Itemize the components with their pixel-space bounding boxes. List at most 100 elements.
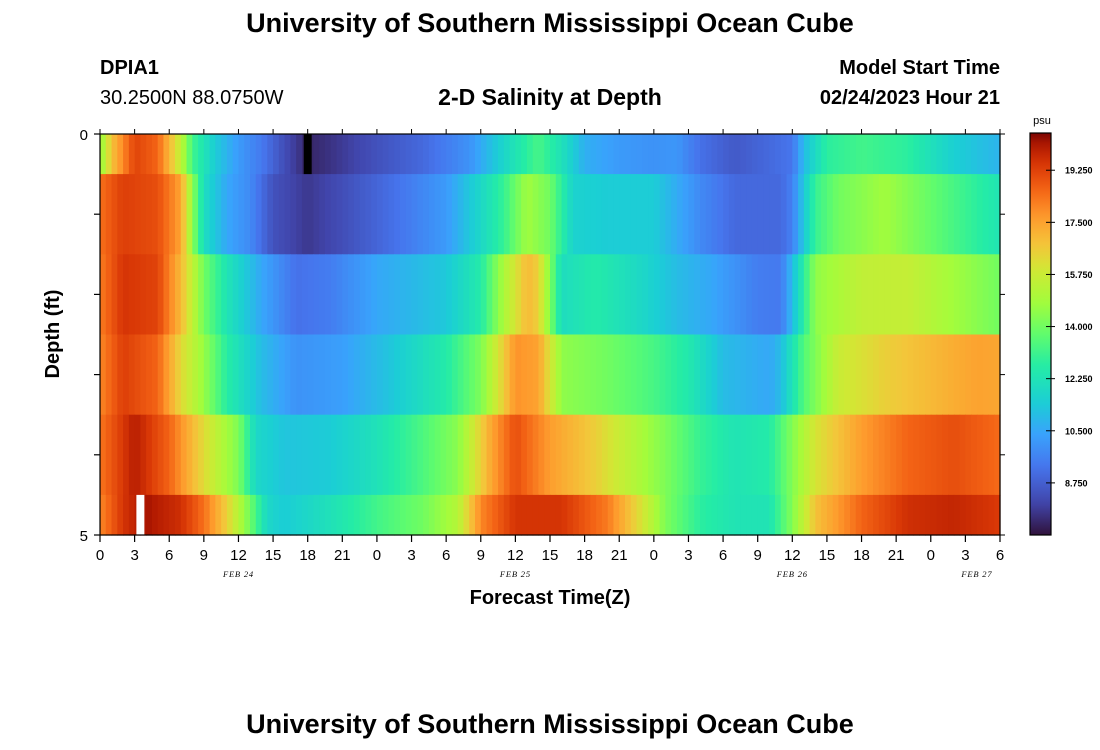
x-tick-label: 12 <box>784 547 801 564</box>
heatmap-cell <box>867 254 874 336</box>
heatmap-cell <box>457 494 465 536</box>
heatmap-cell <box>578 414 586 496</box>
heatmap-cell <box>117 494 124 536</box>
heatmap-cell <box>925 494 932 536</box>
heatmap-cell <box>123 134 130 175</box>
heatmap-cell <box>123 494 130 536</box>
heatmap-cell <box>971 334 978 416</box>
heatmap-cell <box>561 334 568 416</box>
heatmap-cell <box>186 254 193 336</box>
heatmap-cell <box>198 494 205 536</box>
heatmap-cell <box>596 254 603 336</box>
heatmap-cell <box>740 174 747 255</box>
x-tick-label: 9 <box>754 547 762 564</box>
heatmap-cell <box>128 414 136 496</box>
heatmap-cell <box>526 174 534 255</box>
heatmap-cell <box>255 334 263 416</box>
heatmap-cell <box>105 494 113 536</box>
heatmap-cell <box>532 414 540 496</box>
heatmap-cell <box>503 494 511 536</box>
heatmap-cell <box>463 174 470 255</box>
heatmap-cell <box>365 134 372 175</box>
heatmap-cell <box>348 174 355 255</box>
heatmap-cell <box>590 134 597 175</box>
heatmap-cell <box>175 494 182 536</box>
heatmap-cell <box>203 174 211 255</box>
heatmap-cell <box>838 494 845 536</box>
heatmap-cell <box>578 134 586 175</box>
heatmap-cell <box>648 254 655 336</box>
heatmap-cell <box>509 414 516 496</box>
heatmap-cell <box>111 134 118 175</box>
heatmap-cell <box>175 334 182 416</box>
plot-title: 2-D Salinity at Depth <box>438 84 662 110</box>
heatmap-cell <box>111 334 118 416</box>
heatmap-cell <box>238 134 245 175</box>
heatmap-cell <box>717 134 724 175</box>
heatmap-cell <box>925 334 932 416</box>
heatmap-cell <box>561 414 568 496</box>
heatmap-cell <box>573 134 580 175</box>
heatmap-cell <box>913 254 920 336</box>
heatmap-cell <box>428 254 436 336</box>
heatmap-cell <box>896 414 903 496</box>
heatmap-cell <box>907 334 915 416</box>
heatmap-cell <box>123 174 130 255</box>
heatmap-cell <box>405 414 413 496</box>
heatmap-cell <box>163 334 170 416</box>
heatmap-cell <box>342 414 349 496</box>
heatmap-cell <box>792 174 799 255</box>
heatmap-cell <box>480 134 488 175</box>
heatmap-cell <box>763 174 770 255</box>
heatmap-cell <box>855 334 863 416</box>
heatmap-cell <box>134 414 141 496</box>
heatmap-cell <box>757 134 765 175</box>
heatmap-cell <box>953 174 961 255</box>
heatmap-cell <box>261 414 268 496</box>
heatmap-cell <box>388 334 395 416</box>
heatmap-cell <box>769 494 776 536</box>
heatmap-cell <box>948 414 955 496</box>
heatmap-cell <box>169 134 176 175</box>
heatmap-cell <box>261 254 268 336</box>
heatmap-cell <box>786 254 793 336</box>
heatmap-cell <box>630 494 638 536</box>
heatmap-cell <box>226 254 234 336</box>
heatmap-cell <box>469 134 476 175</box>
heatmap-cell <box>630 134 638 175</box>
heatmap-cell <box>798 414 805 496</box>
heatmap-cell <box>948 254 955 336</box>
heatmap-cell <box>284 134 291 175</box>
heatmap-cell <box>994 494 1001 536</box>
heatmap-cell <box>584 174 591 255</box>
heatmap-cell <box>971 134 978 175</box>
heatmap-cell <box>930 494 938 536</box>
heatmap-cell <box>192 134 199 175</box>
heatmap-cell <box>688 174 695 255</box>
heatmap-cell <box>930 254 938 336</box>
heatmap-cell <box>850 254 857 336</box>
heatmap-cell <box>953 134 961 175</box>
heatmap-cell <box>538 254 545 336</box>
heatmap-cell <box>319 134 326 175</box>
heatmap-cell <box>440 494 447 536</box>
heatmap-cell <box>301 174 309 255</box>
heatmap-cell <box>359 334 366 416</box>
heatmap-cell <box>705 174 713 255</box>
heatmap-cell <box>769 174 776 255</box>
x-tick-label: 18 <box>576 547 593 564</box>
heatmap-cell <box>446 174 453 255</box>
heatmap-cell <box>930 334 938 416</box>
heatmap-cell <box>942 134 949 175</box>
heatmap-cell <box>226 414 234 496</box>
heatmap-cell <box>653 174 661 255</box>
heatmap-cell <box>284 414 291 496</box>
heatmap-cell <box>780 334 788 416</box>
heatmap-cell <box>157 134 165 175</box>
heatmap-cell <box>111 174 118 255</box>
heatmap-cell <box>613 254 620 336</box>
heatmap-cell <box>342 334 349 416</box>
heatmap-cell <box>353 334 361 416</box>
heatmap-cell <box>521 174 528 255</box>
heatmap-cell <box>376 414 384 496</box>
